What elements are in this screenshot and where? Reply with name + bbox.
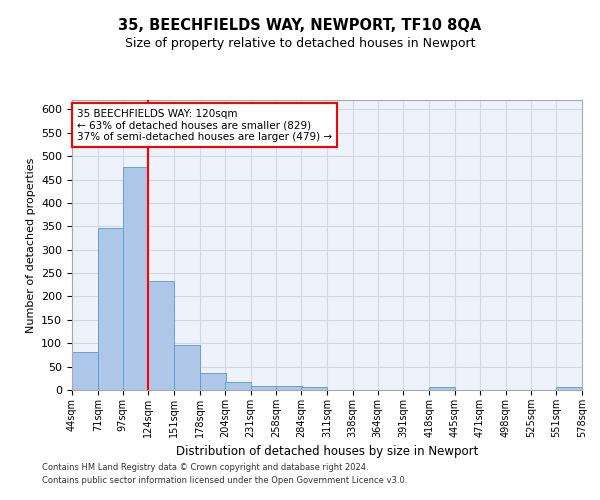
Bar: [251, 386, 277, 390]
Text: Size of property relative to detached houses in Newport: Size of property relative to detached ho…: [125, 38, 475, 51]
Y-axis label: Number of detached properties: Number of detached properties: [26, 158, 35, 332]
Bar: [301, 387, 327, 390]
Text: Contains HM Land Registry data © Crown copyright and database right 2024.: Contains HM Land Registry data © Crown c…: [42, 464, 368, 472]
Bar: [277, 386, 302, 390]
Text: 35 BEECHFIELDS WAY: 120sqm
← 63% of detached houses are smaller (829)
37% of sem: 35 BEECHFIELDS WAY: 120sqm ← 63% of deta…: [77, 108, 332, 142]
Bar: [72, 352, 98, 390]
Bar: [225, 382, 251, 390]
X-axis label: Distribution of detached houses by size in Newport: Distribution of detached houses by size …: [176, 446, 478, 458]
Bar: [429, 387, 455, 390]
Bar: [174, 345, 200, 390]
Bar: [148, 280, 174, 390]
Text: Contains public sector information licensed under the Open Government Licence v3: Contains public sector information licen…: [42, 476, 407, 485]
Bar: [98, 228, 124, 390]
Bar: [556, 387, 582, 390]
Bar: [122, 167, 148, 390]
Text: 35, BEECHFIELDS WAY, NEWPORT, TF10 8QA: 35, BEECHFIELDS WAY, NEWPORT, TF10 8QA: [118, 18, 482, 32]
Bar: [200, 372, 226, 390]
